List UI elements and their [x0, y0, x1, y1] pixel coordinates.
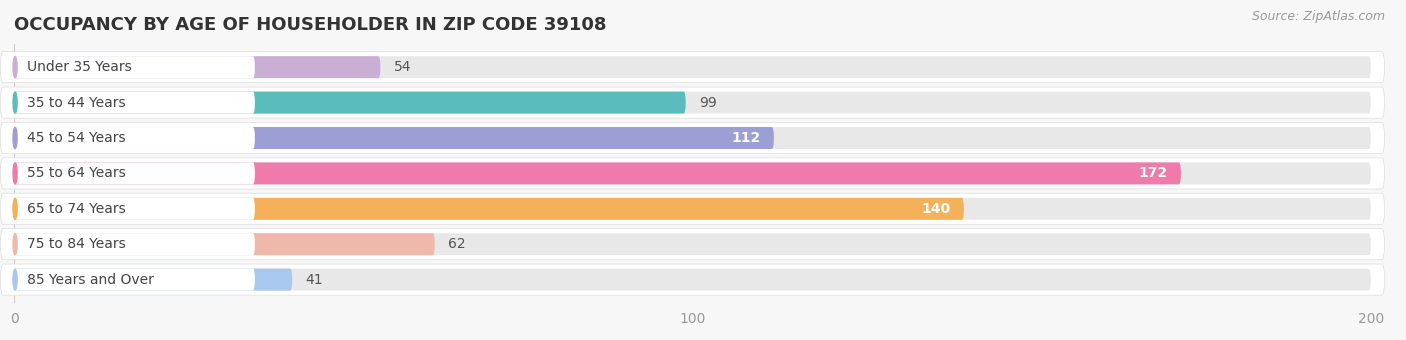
- FancyBboxPatch shape: [11, 163, 254, 184]
- Text: 55 to 64 Years: 55 to 64 Years: [27, 166, 125, 181]
- FancyBboxPatch shape: [14, 92, 1371, 114]
- FancyBboxPatch shape: [14, 269, 1371, 291]
- FancyBboxPatch shape: [11, 269, 254, 291]
- FancyBboxPatch shape: [0, 87, 1385, 118]
- FancyBboxPatch shape: [14, 56, 381, 78]
- Circle shape: [13, 57, 17, 78]
- FancyBboxPatch shape: [14, 198, 1371, 220]
- FancyBboxPatch shape: [14, 92, 686, 114]
- Text: 65 to 74 Years: 65 to 74 Years: [27, 202, 125, 216]
- Text: OCCUPANCY BY AGE OF HOUSEHOLDER IN ZIP CODE 39108: OCCUPANCY BY AGE OF HOUSEHOLDER IN ZIP C…: [14, 16, 606, 34]
- FancyBboxPatch shape: [11, 92, 254, 114]
- Text: 41: 41: [305, 273, 323, 287]
- Circle shape: [13, 198, 17, 219]
- FancyBboxPatch shape: [11, 198, 254, 220]
- FancyBboxPatch shape: [0, 228, 1385, 260]
- FancyBboxPatch shape: [14, 127, 773, 149]
- FancyBboxPatch shape: [14, 198, 965, 220]
- Circle shape: [13, 128, 17, 149]
- Text: 85 Years and Over: 85 Years and Over: [27, 273, 153, 287]
- Circle shape: [13, 269, 17, 290]
- Circle shape: [13, 234, 17, 255]
- Text: 140: 140: [921, 202, 950, 216]
- FancyBboxPatch shape: [0, 264, 1385, 295]
- Text: 99: 99: [699, 96, 717, 109]
- Text: 172: 172: [1139, 166, 1167, 181]
- FancyBboxPatch shape: [0, 193, 1385, 224]
- Text: 54: 54: [394, 60, 412, 74]
- Text: 75 to 84 Years: 75 to 84 Years: [27, 237, 125, 251]
- FancyBboxPatch shape: [0, 122, 1385, 154]
- Text: Under 35 Years: Under 35 Years: [27, 60, 132, 74]
- FancyBboxPatch shape: [11, 127, 254, 149]
- Circle shape: [13, 163, 17, 184]
- FancyBboxPatch shape: [14, 163, 1371, 184]
- Text: 62: 62: [449, 237, 465, 251]
- Circle shape: [13, 92, 17, 113]
- Text: 35 to 44 Years: 35 to 44 Years: [27, 96, 125, 109]
- FancyBboxPatch shape: [11, 233, 254, 255]
- FancyBboxPatch shape: [0, 52, 1385, 83]
- FancyBboxPatch shape: [11, 56, 254, 78]
- FancyBboxPatch shape: [14, 127, 1371, 149]
- FancyBboxPatch shape: [14, 163, 1181, 184]
- FancyBboxPatch shape: [0, 158, 1385, 189]
- FancyBboxPatch shape: [14, 269, 292, 291]
- FancyBboxPatch shape: [14, 233, 1371, 255]
- FancyBboxPatch shape: [14, 56, 1371, 78]
- Text: Source: ZipAtlas.com: Source: ZipAtlas.com: [1251, 10, 1385, 23]
- Text: 45 to 54 Years: 45 to 54 Years: [27, 131, 125, 145]
- FancyBboxPatch shape: [14, 233, 434, 255]
- Text: 112: 112: [731, 131, 761, 145]
